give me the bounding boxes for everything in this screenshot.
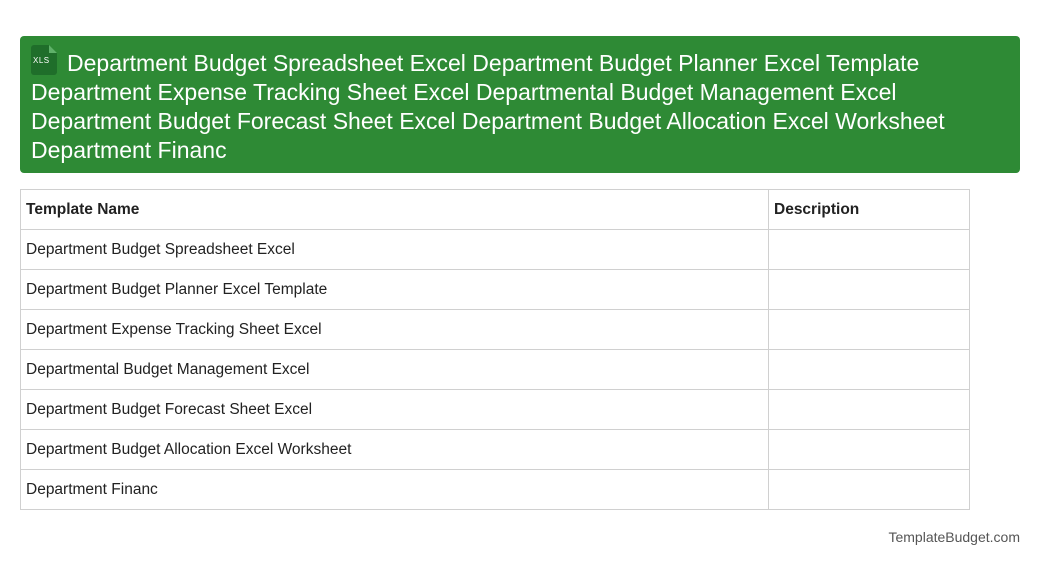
template-name: Department Budget Allocation Excel Works… [20, 429, 769, 470]
description-cell [768, 429, 970, 470]
template-name: Departmental Budget Management Excel [20, 349, 769, 390]
page-title: Department Budget Spreadsheet Excel Depa… [31, 50, 945, 163]
table-row: Department Budget Forecast Sheet Excel [20, 389, 970, 430]
template-name: Department Financ [20, 469, 769, 510]
icon-label: XLS [33, 56, 50, 65]
description-cell [768, 469, 970, 510]
title-banner: XLS Department Budget Spreadsheet Excel … [20, 36, 1020, 173]
table-row: Department Budget Allocation Excel Works… [20, 429, 970, 470]
header-row: Template Name Description [20, 189, 970, 230]
header-cell: Template Name [20, 189, 769, 230]
xls-icon: XLS [31, 45, 57, 75]
table-row: Departmental Budget Management Excel [20, 349, 970, 390]
description-cell [768, 389, 970, 430]
table-row: Department Budget Planner Excel Template [20, 269, 970, 310]
template-table: Template Name Description Department Bud… [20, 189, 970, 510]
site-name: TemplateBudget.com [888, 529, 1020, 545]
icon-shape [31, 45, 57, 75]
description-cell [768, 309, 970, 350]
description-cell [768, 269, 970, 310]
description-cell [768, 229, 970, 270]
template-name: Department Budget Planner Excel Template [20, 269, 769, 310]
table-row: Department Expense Tracking Sheet Excel [20, 309, 970, 350]
template-name: Department Budget Spreadsheet Excel [20, 229, 769, 270]
table-row: Department Budget Spreadsheet Excel [20, 229, 970, 270]
template-name: Department Budget Forecast Sheet Excel [20, 389, 769, 430]
table-row: Department Financ [20, 469, 970, 510]
description-cell [768, 349, 970, 390]
template-name: Department Expense Tracking Sheet Excel [20, 309, 769, 350]
header-cell: Description [768, 189, 970, 230]
table-body: Department Budget Spreadsheet Excel Depar… [20, 229, 970, 510]
